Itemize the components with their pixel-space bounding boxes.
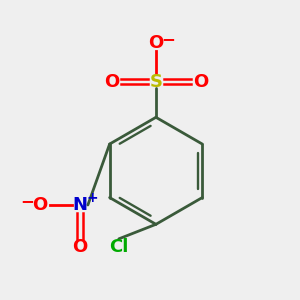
Text: Cl: Cl [109,238,128,256]
Text: O: O [104,73,119,91]
Text: O: O [148,34,164,52]
Text: S: S [149,73,162,91]
Text: −: − [21,192,34,210]
Text: O: O [32,196,48,214]
Text: O: O [193,73,208,91]
Text: +: + [87,191,98,206]
Text: −: − [161,30,176,48]
Text: N: N [73,196,88,214]
Text: O: O [73,238,88,256]
